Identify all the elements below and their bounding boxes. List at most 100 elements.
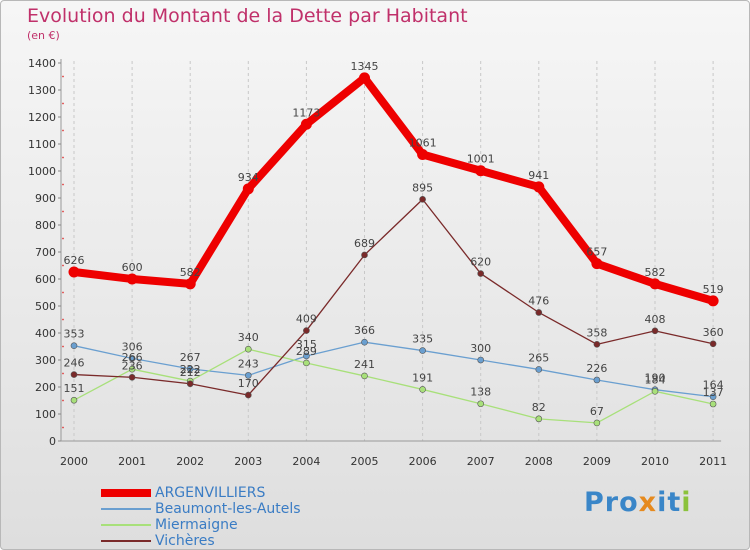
x-tick-label: 2005 [351,455,379,468]
x-axis-ticks: 2000 2001 2002 2003 2004 2005 2006 2007 2008 2009… [60,455,727,468]
data-point [535,309,543,316]
legend-swatch-1 [101,508,151,510]
data-label: 267 [180,351,201,364]
data-point [303,359,310,367]
data-label: 184 [645,373,666,386]
data-point [593,341,601,348]
data-point [709,340,717,348]
legend-label-2: Miermaigne [155,517,238,533]
data-label: 476 [528,294,549,307]
data-point [477,400,485,408]
y-minor-tick [62,129,64,132]
x-tick-label: 2006 [409,455,437,468]
data-label: 366 [354,324,375,337]
data-point [300,118,312,130]
data-point [419,386,426,393]
y-tick-label: 0 [49,435,56,448]
y-minor-tick [62,318,64,321]
data-label: 340 [238,331,259,344]
y-tick-label: 700 [35,246,56,259]
data-point [242,183,254,195]
data-point [475,165,487,177]
data-point [359,72,370,84]
data-point [477,270,485,277]
legend-label-0: ARGENVILLIERS [155,485,266,501]
data-label: 170 [238,377,259,390]
data-label: 164 [703,379,724,392]
data-point [126,273,138,285]
data-label: 243 [238,357,259,370]
data-point [651,327,659,335]
data-label: 151 [64,382,85,395]
legend-label-3: Vichères [155,533,215,549]
data-point [707,295,719,307]
series-group [68,72,719,427]
data-label: 360 [703,326,724,339]
data-point [591,258,603,270]
y-tick-label: 300 [35,354,56,367]
data-point [533,181,545,193]
data-label: 941 [528,169,549,182]
y-tick-label: 1200 [28,111,56,124]
data-label: 934 [238,171,259,184]
data-label: 212 [180,366,201,379]
data-point [303,327,310,334]
data-point [70,371,78,378]
data-point [128,365,136,373]
y-minor-tick [62,102,64,105]
data-point [535,366,543,373]
axes [60,59,722,442]
y-minor-tick [62,156,64,159]
x-tick-label: 2001 [118,455,146,468]
y-minor-tick [62,345,64,348]
data-point [419,196,426,203]
data-label: 408 [645,313,666,326]
data-label: 138 [470,386,491,399]
data-point [128,373,136,381]
data-point [184,278,196,290]
x-tick-label: 2008 [525,455,553,468]
series-line-1 [73,341,714,398]
data-label: 137 [703,386,724,399]
proxiti-logo: Proxiti [584,487,692,518]
data-point [128,355,136,362]
y-minor-tick [62,264,64,267]
y-minor-tick [62,291,64,294]
y-tick-label: 100 [35,408,56,421]
data-point [417,149,429,161]
data-point [245,391,252,399]
data-point [68,266,80,278]
data-label: 315 [296,338,317,351]
legend-label-1: Beaumont-les-Autels [155,501,301,517]
data-label: 236 [122,359,143,372]
y-tick-label: 600 [35,273,56,286]
data-point [593,419,601,427]
legend-swatch-0 [101,489,151,497]
data-point [186,365,194,373]
y-tick-label: 1300 [28,84,56,97]
x-tick-label: 2010 [641,455,669,468]
data-point [651,388,659,395]
x-tick-label: 2004 [292,455,320,468]
data-label: 689 [354,237,375,250]
data-point [361,338,368,346]
y-minor-tick [62,75,64,78]
y-tick-label: 800 [35,219,56,232]
data-label: 241 [354,358,375,371]
data-label: 266 [122,351,143,364]
data-point [649,278,661,290]
x-tick-label: 2000 [60,455,88,468]
data-point [70,396,78,404]
legend-swatch-2 [101,524,151,526]
series-line-2 [73,348,714,424]
y-tick-label: 1000 [28,165,56,178]
data-label: 265 [528,351,549,364]
data-label: 1173 [292,106,320,119]
data-label: 289 [296,345,317,358]
data-label: 582 [180,266,201,279]
x-tick-label: 2009 [583,455,611,468]
data-label: 582 [645,266,666,279]
data-label: 82 [532,401,546,414]
